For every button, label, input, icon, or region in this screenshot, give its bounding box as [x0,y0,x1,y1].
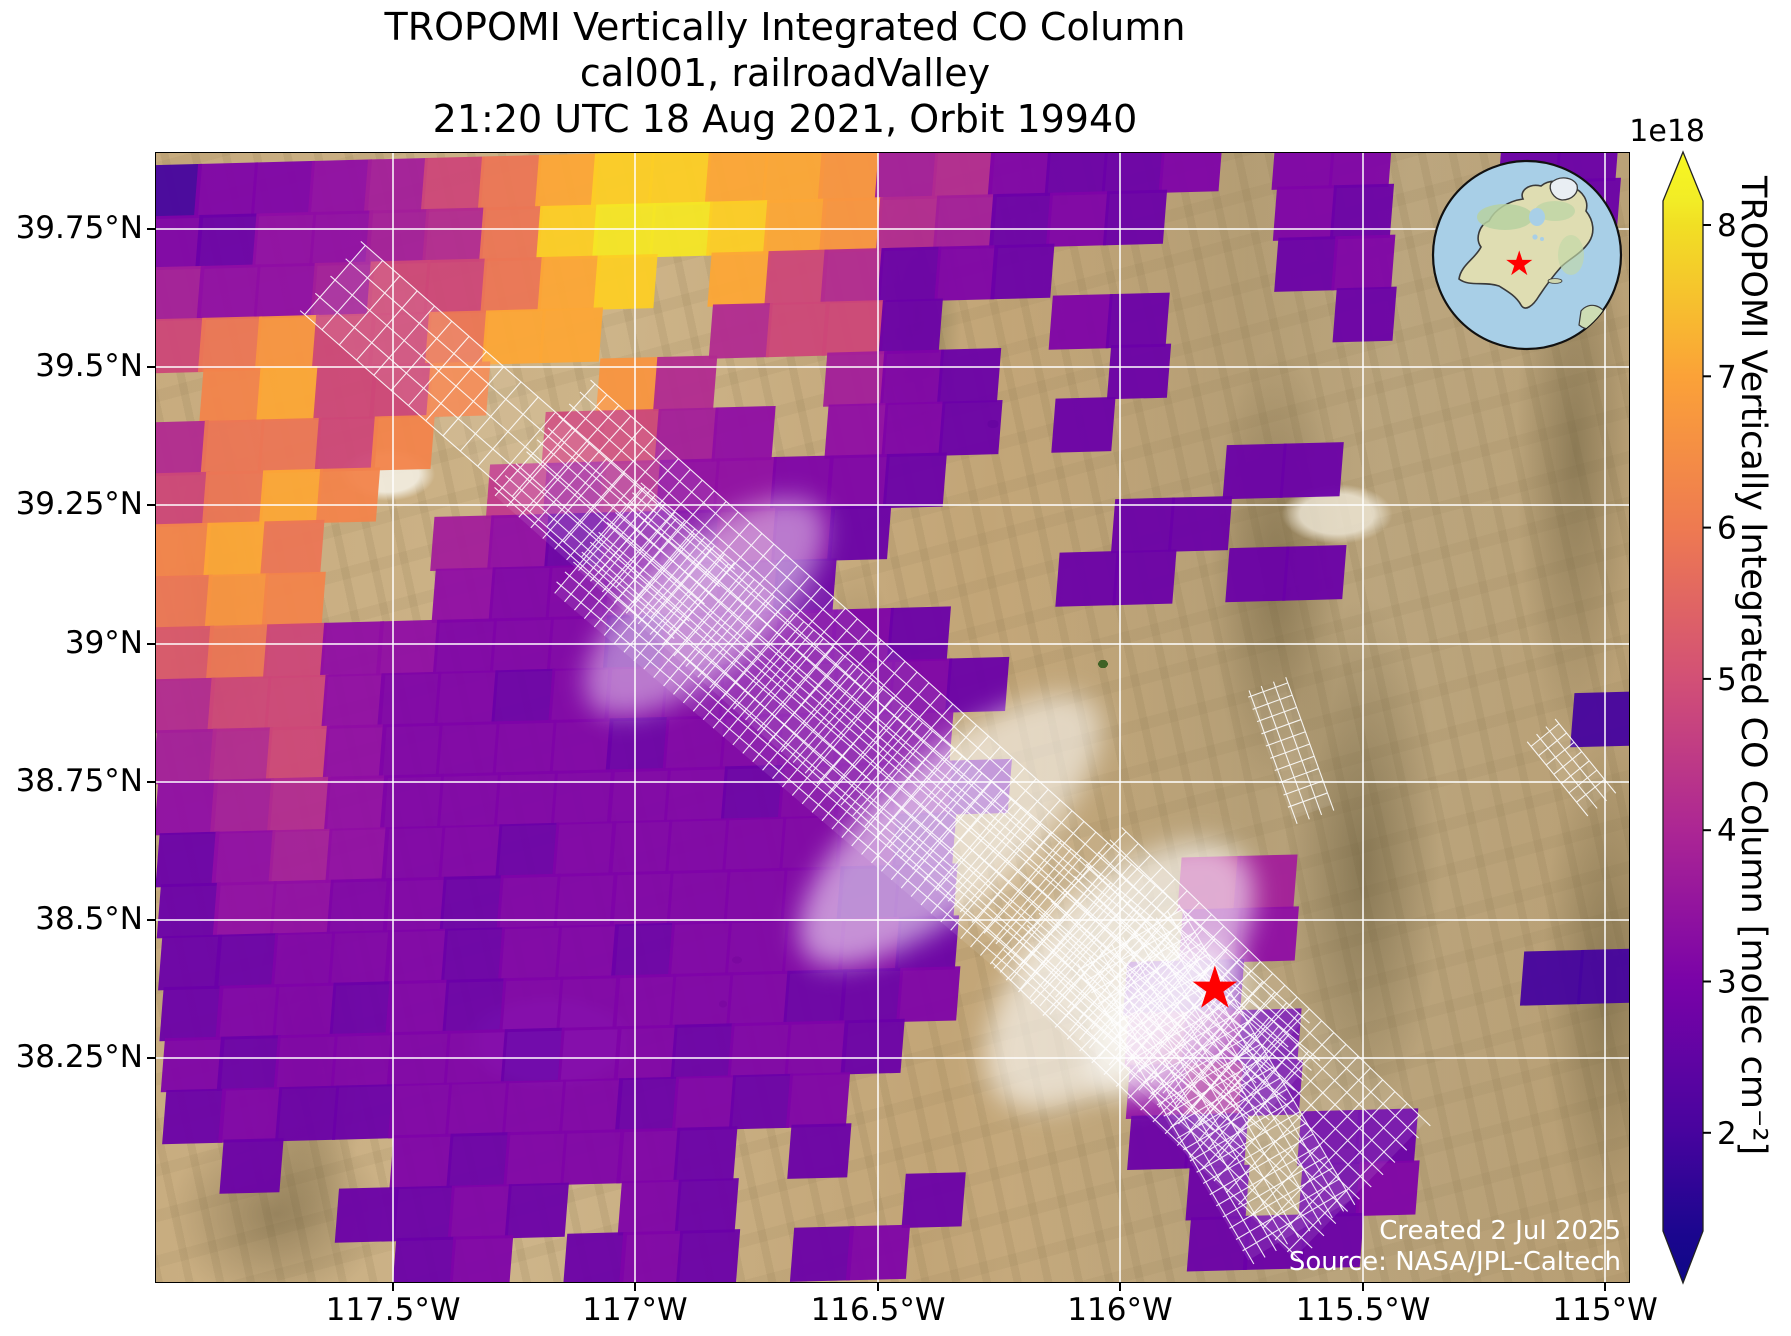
y-tick-label: 39.5°N [35,348,143,384]
y-tick-label: 38.5°N [35,900,143,937]
x-tick-mark [877,1283,880,1291]
colorbar-tick-label: 7 [1717,359,1737,395]
credit-text: Created 2 Jul 2025 Source: NASA/JPL-Calt… [1289,1216,1621,1278]
title-line-3: 21:20 UTC 18 Aug 2021, Orbit 19940 [432,97,1138,141]
x-tick-label: 116°W [1067,1292,1173,1328]
globe-great-lakes [1532,234,1538,240]
swath-band [1248,677,1335,824]
retrieval-swath-mesh [299,241,1617,1265]
y-tick-mark [147,366,155,368]
y-tick-label: 38.75°N [15,762,143,799]
colorbar-tick-label: 2 [1717,1116,1737,1152]
globe-forest-shade [1535,201,1575,221]
x-tick-mark [392,1283,395,1291]
x-tick-label: 117.5°W [325,1292,461,1328]
target-star-marker: ★ [1188,953,1241,1022]
globe-cuba [1547,278,1563,284]
swath-glow [584,498,826,716]
x-tick-label: 117°W [582,1292,688,1328]
credit-source: Source: NASA/JPL-Caltech [1288,1247,1621,1277]
credit-created: Created 2 Jul 2025 [1379,1216,1621,1246]
swath-band [1526,718,1617,817]
globe-forest-shade [1558,235,1584,275]
colorbar-tick-label: 8 [1717,208,1737,244]
y-tick-mark [147,918,155,921]
title-line-1: TROPOMI Vertically Integrated CO Column [384,5,1186,49]
y-tick-label: 39.25°N [15,485,143,522]
x-tick-mark [1362,1283,1365,1291]
y-tick-mark [147,503,155,506]
y-tick-mark [147,1057,155,1060]
swath-band [1077,904,1356,1265]
x-tick-label: 115°W [1552,1292,1658,1328]
y-tick-label: 39°N [64,624,143,661]
globe-hudson-bay [1529,208,1545,226]
colorbar-axis-label: TROPOMI Vertically Integrated CO Column … [1733,176,1773,1156]
title-line-2: cal001, railroadValley [579,51,991,95]
y-tick-mark [147,642,155,645]
x-tick-label: 115.5°W [1295,1292,1431,1328]
y-tick-label: 38.25°N [15,1039,143,1076]
colorbar-tick-label: 6 [1717,511,1737,547]
globe-great-lakes [1540,237,1544,241]
globe-site-star: ★ [1504,244,1534,284]
colorbar-tick-label: 3 [1717,965,1737,1001]
globe-forest-shade [1477,204,1533,230]
colorbar-exponent: 1e18 [1629,114,1705,149]
x-tick-mark [633,1283,636,1291]
y-tick-mark [147,780,155,783]
colorbar-tick-label: 4 [1717,813,1737,849]
globe-greenland [1549,177,1578,201]
x-tick-mark [1604,1283,1607,1291]
y-tick-label: 39.75°N [15,210,143,247]
colorbar-bar [1662,150,1704,1285]
y-tick-mark [147,228,155,231]
globe-inset: ★ [1431,159,1623,351]
map-area: ★ Created 2 Jul 2025 Source: NASA/JPL-Ca… [155,152,1630,1283]
x-tick-mark [1118,1283,1121,1291]
colorbar: 8 7 6 5 4 3 2 [1662,150,1737,1285]
page-title: TROPOMI Vertically Integrated CO Column … [235,4,1335,142]
colorbar-tick-label: 5 [1717,662,1737,698]
x-tick-label: 116.5°W [810,1292,946,1328]
